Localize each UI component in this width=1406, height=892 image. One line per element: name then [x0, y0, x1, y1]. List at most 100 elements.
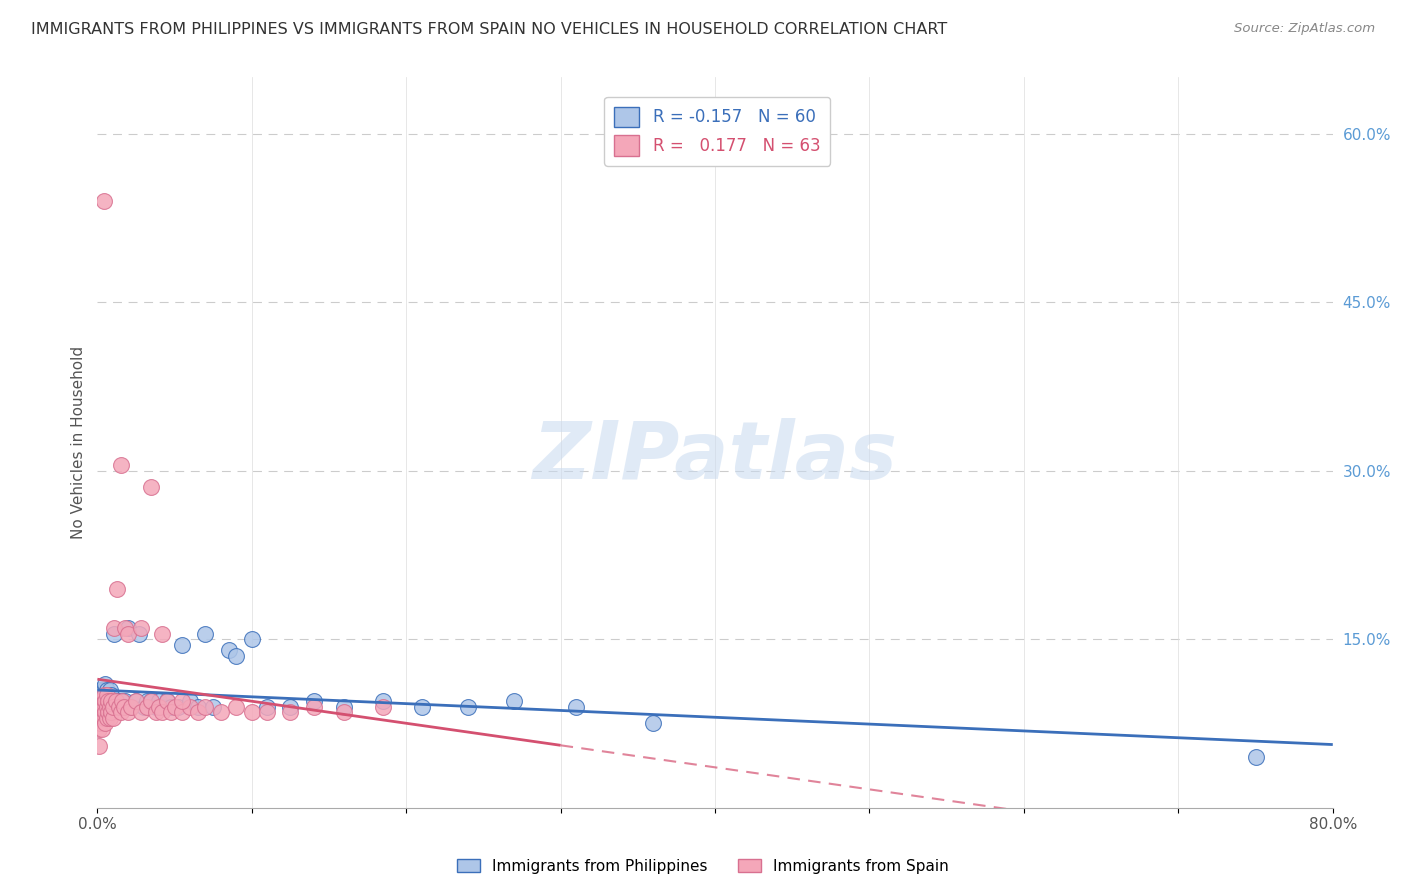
Point [97, 694, 120, 708]
Point [100, 705, 122, 719]
Point [87, 739, 110, 753]
Point [94, 694, 117, 708]
Point [89, 694, 111, 708]
Point [302, 694, 325, 708]
Y-axis label: No Vehicles in Household: No Vehicles in Household [72, 346, 86, 539]
Legend: R = -0.157   N = 60, R =   0.177   N = 63: R = -0.157 N = 60, R = 0.177 N = 63 [605, 96, 831, 166]
Point [371, 694, 394, 708]
Point [218, 643, 240, 657]
Point [172, 638, 194, 652]
Point [172, 705, 194, 719]
Point [302, 699, 325, 714]
Point [503, 694, 526, 708]
Point [194, 699, 217, 714]
Point [89, 694, 111, 708]
Point [145, 705, 167, 719]
Point [107, 694, 129, 708]
Point [209, 705, 232, 719]
Point [91, 689, 114, 703]
Point [280, 705, 302, 719]
Point [565, 699, 588, 714]
Point [114, 694, 136, 708]
Point [280, 699, 302, 714]
Point [93, 194, 115, 208]
Point [96, 689, 118, 703]
Point [141, 481, 163, 495]
Point [135, 699, 157, 714]
Point [179, 694, 201, 708]
Point [108, 694, 131, 708]
Point [333, 699, 356, 714]
Point [1244, 750, 1267, 764]
Point [125, 694, 148, 708]
Point [256, 705, 278, 719]
Point [110, 705, 132, 719]
Point [87, 699, 110, 714]
Point [103, 621, 125, 635]
Point [87, 722, 110, 736]
Point [150, 699, 173, 714]
Point [256, 699, 278, 714]
Point [108, 699, 131, 714]
Point [111, 694, 134, 708]
Point [87, 689, 110, 703]
Point [163, 699, 186, 714]
Point [89, 682, 111, 697]
Point [96, 694, 118, 708]
Point [129, 621, 152, 635]
Point [98, 694, 121, 708]
Point [97, 689, 120, 703]
Point [117, 621, 139, 635]
Point [117, 705, 139, 719]
Point [225, 699, 247, 714]
Point [93, 699, 115, 714]
Point [179, 699, 201, 714]
Point [100, 689, 122, 703]
Point [110, 699, 132, 714]
Point [150, 705, 173, 719]
Point [125, 694, 148, 708]
Point [111, 694, 134, 708]
Point [91, 694, 114, 708]
Point [160, 699, 183, 714]
Point [120, 699, 142, 714]
Point [98, 699, 121, 714]
Point [202, 699, 225, 714]
Point [89, 705, 111, 719]
Point [104, 694, 127, 708]
Point [457, 699, 479, 714]
Point [156, 694, 179, 708]
Point [91, 705, 114, 719]
Point [187, 705, 209, 719]
Point [100, 699, 122, 714]
Point [100, 694, 122, 708]
Point [187, 699, 209, 714]
Point [141, 694, 163, 708]
Point [135, 694, 157, 708]
Point [148, 694, 170, 708]
Point [160, 705, 183, 719]
Point [93, 694, 115, 708]
Point [91, 705, 114, 719]
Text: Source: ZipAtlas.com: Source: ZipAtlas.com [1234, 22, 1375, 36]
Point [128, 626, 150, 640]
Point [91, 722, 114, 736]
Point [94, 716, 117, 731]
Point [148, 699, 170, 714]
Point [98, 711, 121, 725]
Point [107, 582, 129, 596]
Point [101, 694, 124, 708]
Point [172, 694, 194, 708]
Point [240, 705, 263, 719]
Point [120, 699, 142, 714]
Point [94, 705, 117, 719]
Text: ZIPatlas: ZIPatlas [533, 418, 897, 496]
Point [96, 699, 118, 714]
Point [101, 699, 124, 714]
Point [103, 626, 125, 640]
Point [96, 682, 118, 697]
Point [129, 705, 152, 719]
Point [104, 699, 127, 714]
Point [94, 689, 117, 703]
Point [98, 682, 121, 697]
